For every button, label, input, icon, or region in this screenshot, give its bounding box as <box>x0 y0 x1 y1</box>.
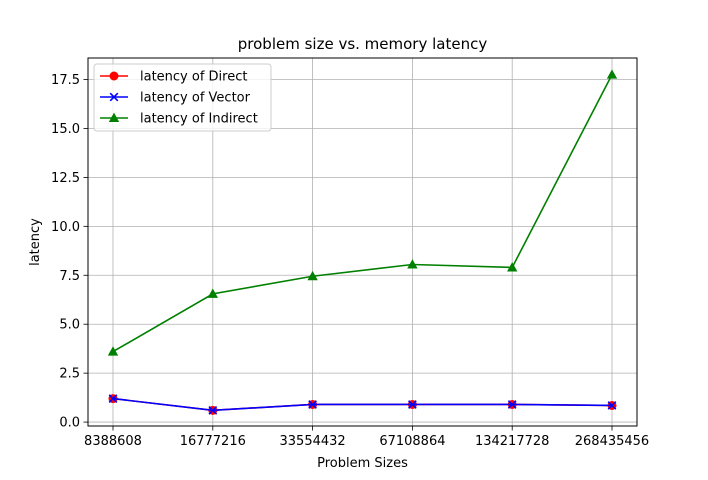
legend-label: latency of Direct <box>140 70 247 85</box>
data-point <box>307 270 318 281</box>
data-point <box>208 405 218 415</box>
data-point <box>507 400 517 409</box>
y-axis-title: latency <box>28 218 43 266</box>
legend-marker <box>109 71 119 81</box>
data-point <box>507 262 518 272</box>
x-tick-label: 33554432 <box>280 434 346 449</box>
chart-title: problem size vs. memory latency <box>238 35 488 53</box>
x-tick-label: 8388608 <box>84 434 142 449</box>
y-tick-label: 0.0 <box>59 416 80 431</box>
data-point <box>108 394 118 403</box>
series-line <box>112 397 613 412</box>
data-point <box>407 259 418 269</box>
series-3 <box>107 69 618 356</box>
x-axis-title: Problem Sizes <box>317 456 408 471</box>
legend-box <box>93 63 272 132</box>
x-tick-label: 67108864 <box>379 434 445 449</box>
series-line <box>112 74 613 353</box>
legend: latency of Direct latency of Vector latenc… <box>93 63 272 132</box>
legend-label: latency of Vector <box>140 91 251 106</box>
grid <box>88 58 637 426</box>
legend-marker <box>109 92 119 102</box>
x-tick-label: 268435456 <box>575 434 649 449</box>
legend-items: latency of Direct latency of Vector latenc… <box>100 70 258 127</box>
x-tick-label: 134217728 <box>475 434 549 449</box>
data-point <box>408 400 417 409</box>
data-point <box>607 401 617 410</box>
plot-area-frame <box>87 57 638 427</box>
data-point <box>107 346 119 356</box>
legend-label: latency of Indirect <box>140 112 258 127</box>
series-2 <box>108 394 617 415</box>
x-tick-label: 16777216 <box>180 434 246 449</box>
y-tick-label: 7.5 <box>59 269 80 284</box>
data-point <box>207 288 218 298</box>
data-point <box>308 400 317 409</box>
axes: 8388608 16777216 33554432 67108864 134217728… <box>51 73 649 449</box>
legend-marker <box>108 112 120 122</box>
y-tick-label: 12.5 <box>51 171 80 186</box>
y-tick-label: 10.0 <box>51 220 80 235</box>
legend-entry: latency of Indirect <box>100 112 258 127</box>
legend-entry: latency of Vector <box>100 91 251 106</box>
y-tick-label: 5.0 <box>59 318 80 333</box>
y-tick-label: 17.5 <box>51 73 80 88</box>
legend-entry: latency of Direct <box>100 70 247 85</box>
series <box>107 69 618 415</box>
y-tick-label: 2.5 <box>59 367 80 382</box>
y-tick-label: 15.0 <box>51 122 80 137</box>
data-point <box>606 69 618 79</box>
